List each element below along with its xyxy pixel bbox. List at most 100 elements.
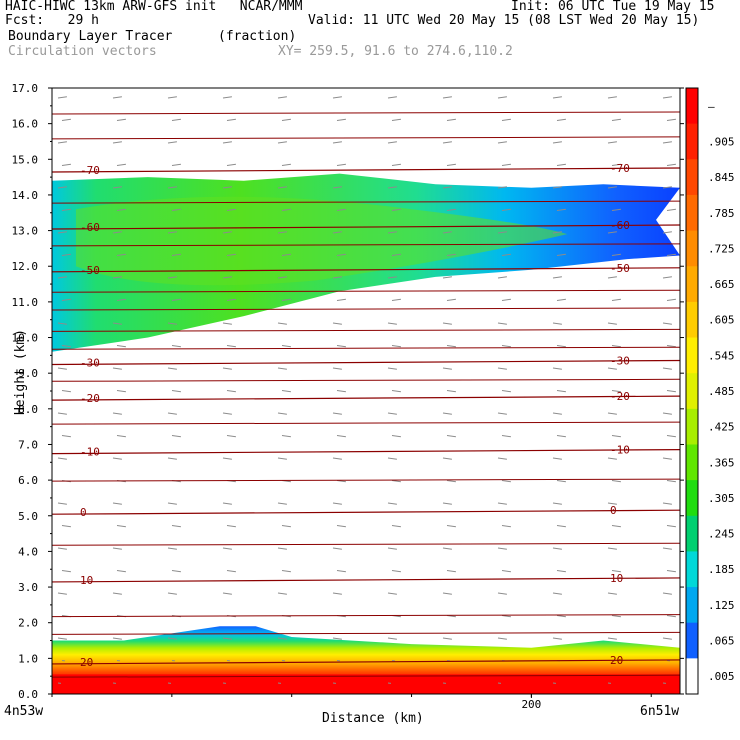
circulation-vector bbox=[57, 457, 67, 460]
circulation-vector bbox=[61, 435, 71, 438]
circulation-vector bbox=[662, 276, 672, 279]
circulation-vector bbox=[57, 637, 67, 640]
colorbar-swatch bbox=[686, 266, 698, 303]
circulation-vector bbox=[222, 592, 232, 595]
circulation-vector bbox=[281, 435, 291, 438]
vector-label: Circulation vectors bbox=[8, 44, 157, 59]
circulation-vector bbox=[552, 186, 562, 189]
circulation-vector bbox=[497, 96, 507, 99]
isotherm-label: -50 bbox=[80, 264, 100, 277]
circulation-vector bbox=[666, 298, 676, 301]
circulation-vector bbox=[446, 570, 456, 573]
circulation-vector bbox=[171, 298, 181, 301]
tracer-upper-core bbox=[75, 196, 568, 286]
isotherm-contour bbox=[51, 478, 681, 482]
circulation-vector bbox=[387, 96, 397, 99]
circulation-vector bbox=[57, 141, 67, 144]
y-axis-title: Height (km) bbox=[13, 328, 29, 416]
circulation-vector bbox=[556, 390, 566, 393]
circulation-vector bbox=[277, 186, 287, 189]
circulation-vector bbox=[226, 345, 236, 348]
circulation-vector bbox=[607, 412, 617, 415]
circulation-vector bbox=[277, 141, 287, 144]
circulation-vector bbox=[332, 502, 342, 505]
circulation-vector bbox=[391, 390, 401, 393]
y-tick-label: 17.0 bbox=[12, 82, 39, 95]
circulation-vector bbox=[391, 298, 401, 301]
isotherm-label: -30 bbox=[610, 354, 630, 367]
circulation-vector bbox=[116, 298, 126, 301]
circulation-vector bbox=[446, 345, 456, 348]
colorbar-swatch bbox=[686, 194, 698, 232]
isotherm-label: -70 bbox=[80, 164, 100, 177]
circulation-vector bbox=[281, 390, 291, 393]
circulation-vector bbox=[442, 547, 452, 550]
circulation-vector bbox=[226, 253, 236, 256]
header-init-time: Init: 06 UTC Tue 19 May 15 bbox=[511, 0, 715, 14]
circulation-vector bbox=[281, 525, 291, 528]
circulation-vector bbox=[556, 345, 566, 348]
circulation-vector bbox=[61, 570, 71, 573]
circulation-vector bbox=[446, 208, 456, 211]
header-valid-time: Valid: 11 UTC Wed 20 May 15 (08 LST Wed … bbox=[308, 13, 700, 28]
circulation-vector bbox=[61, 163, 71, 166]
circulation-vector bbox=[332, 276, 342, 279]
x-end-label-right: 6n51w bbox=[640, 704, 680, 719]
x-tick-label: 200 bbox=[521, 698, 541, 711]
y-tick-label: 15.0 bbox=[12, 153, 39, 166]
isotherm-label: -60 bbox=[80, 221, 100, 234]
isotherm-contour bbox=[51, 111, 681, 115]
circulation-vector bbox=[336, 253, 346, 256]
circulation-vector bbox=[112, 322, 122, 325]
circulation-vector bbox=[662, 412, 672, 415]
circulation-vector bbox=[171, 435, 181, 438]
circulation-vector bbox=[171, 570, 181, 573]
circulation-vector bbox=[116, 253, 126, 256]
isotherm-label: -60 bbox=[610, 219, 630, 232]
circulation-vector bbox=[552, 637, 562, 640]
circulation-vector bbox=[387, 502, 397, 505]
circulation-vector bbox=[497, 637, 507, 640]
circulation-vector bbox=[277, 637, 287, 640]
circulation-vector bbox=[112, 231, 122, 234]
circulation-vector bbox=[277, 276, 287, 279]
circulation-vector bbox=[332, 367, 342, 370]
circulation-vector bbox=[666, 525, 676, 528]
circulation-vector bbox=[666, 390, 676, 393]
circulation-vector bbox=[611, 253, 621, 256]
circulation-vector bbox=[497, 186, 507, 189]
circulation-vector bbox=[112, 367, 122, 370]
colorbar-label: .005 bbox=[708, 670, 735, 683]
circulation-vector bbox=[666, 163, 676, 166]
field-units: (fraction) bbox=[218, 29, 297, 44]
isotherm-label: 10 bbox=[610, 572, 623, 585]
circulation-vector bbox=[501, 345, 511, 348]
circulation-vector bbox=[442, 592, 452, 595]
circulation-vector bbox=[607, 547, 617, 550]
circulation-vector bbox=[222, 547, 232, 550]
circulation-vector bbox=[222, 186, 232, 189]
colorbar-swatch bbox=[686, 658, 698, 695]
circulation-vector bbox=[446, 435, 456, 438]
circulation-vector bbox=[607, 96, 617, 99]
circulation-vector bbox=[607, 592, 617, 595]
circulation-vector bbox=[57, 231, 67, 234]
circulation-vector bbox=[387, 637, 397, 640]
circulation-vector bbox=[611, 345, 621, 348]
isotherm-line bbox=[51, 577, 681, 583]
isotherm-label: -10 bbox=[80, 446, 100, 459]
circulation-vector bbox=[662, 502, 672, 505]
xsection-coords: XY= 259.5, 91.6 to 274.6,110.2 bbox=[278, 44, 513, 59]
circulation-vector bbox=[497, 502, 507, 505]
colorbar-label: .545 bbox=[708, 349, 735, 362]
circulation-vector bbox=[226, 570, 236, 573]
circulation-vector bbox=[552, 547, 562, 550]
circulation-vector bbox=[61, 298, 71, 301]
circulation-vector bbox=[116, 570, 126, 573]
circulation-vector bbox=[112, 502, 122, 505]
y-tick-label: 14.0 bbox=[12, 189, 39, 202]
circulation-vector bbox=[116, 435, 126, 438]
colorbar-label: .605 bbox=[708, 314, 735, 327]
circulation-vector bbox=[552, 96, 562, 99]
circulation-vector bbox=[57, 412, 67, 415]
